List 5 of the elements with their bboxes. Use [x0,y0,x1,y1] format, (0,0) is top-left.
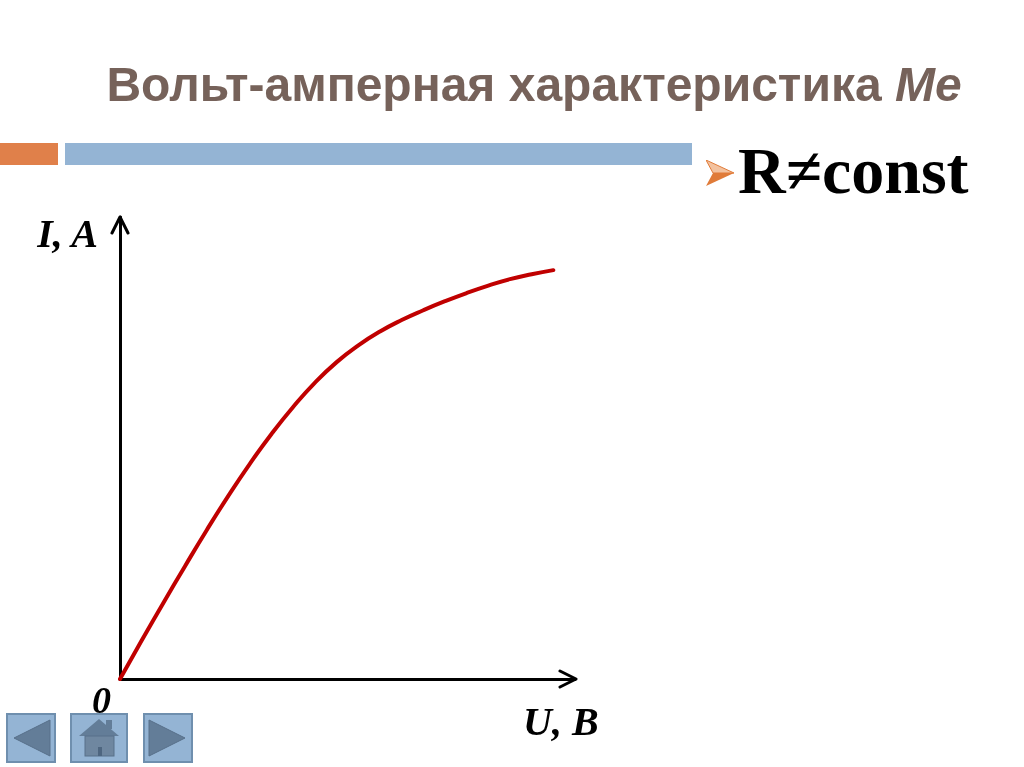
text: R≠const [738,133,969,207]
x-axis-title: U, B [523,698,599,744]
chart-title: Вольт-амперная характеристика Ме [106,57,962,111]
text: 0 [92,679,111,721]
y-axis-title: I, A [36,210,98,256]
